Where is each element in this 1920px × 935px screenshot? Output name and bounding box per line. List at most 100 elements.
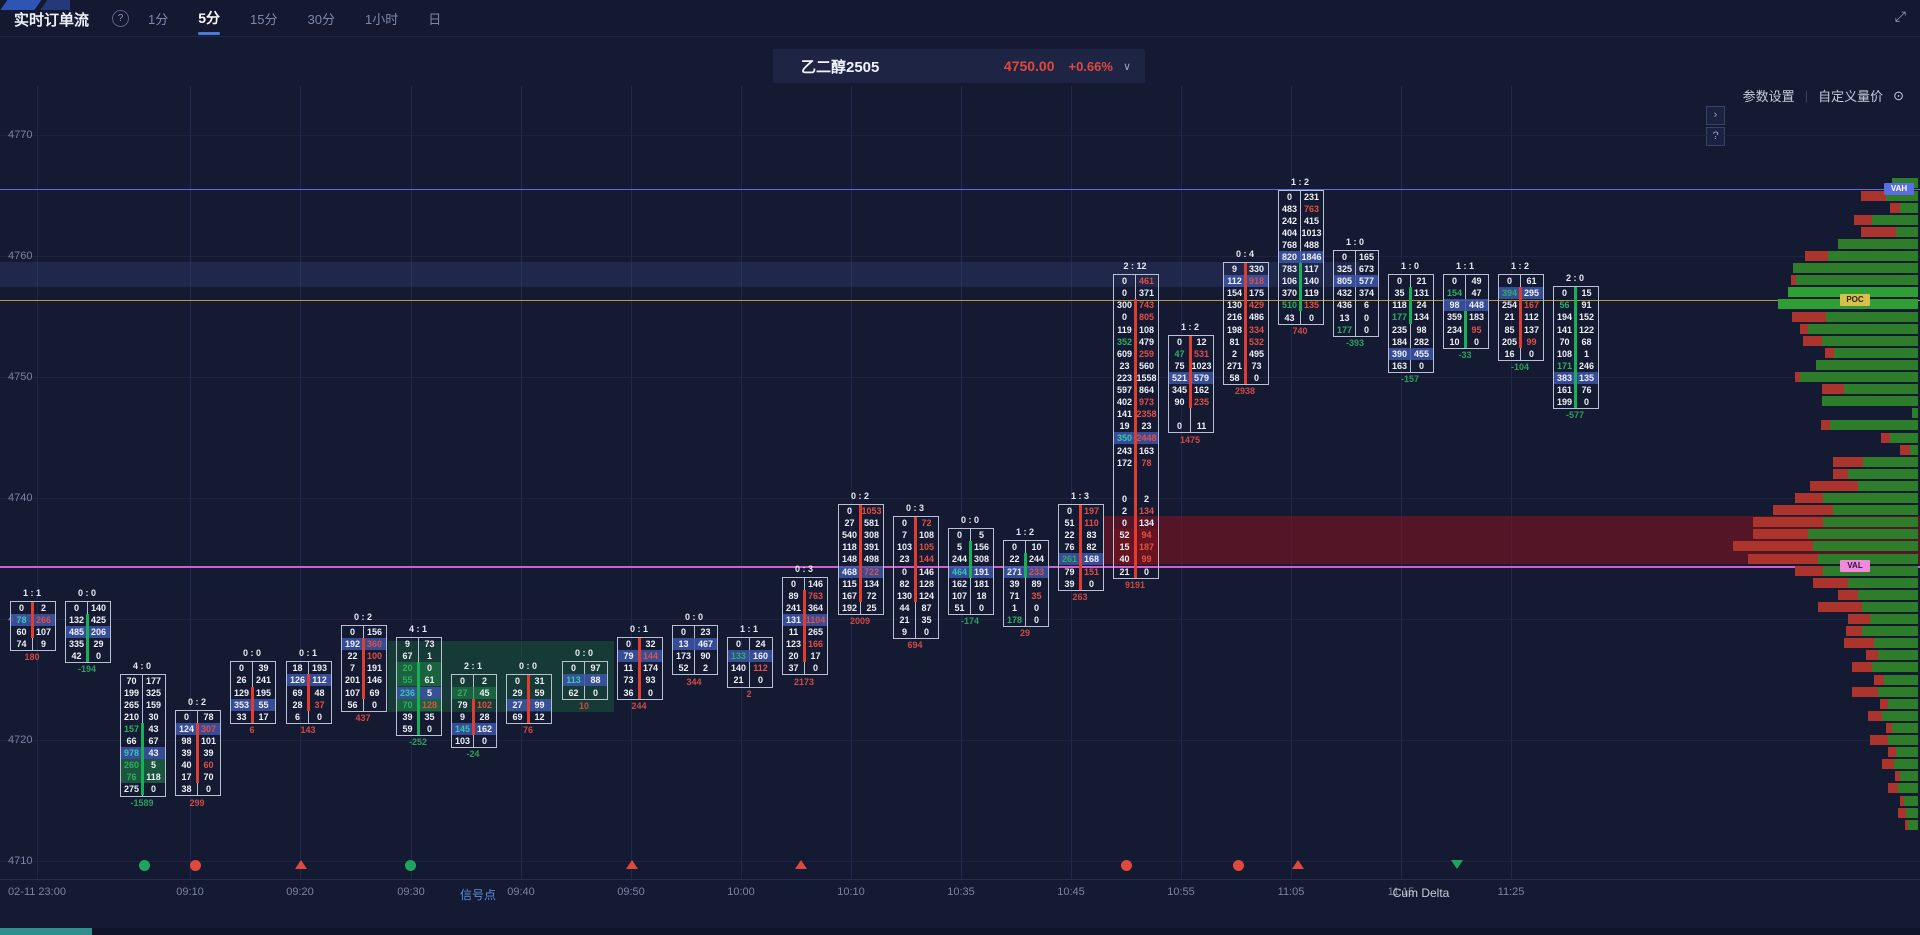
help-icon[interactable]: ? [112,10,129,27]
target-icon[interactable]: ⊙ [1893,87,1904,103]
panel-help-button[interactable]: ? [1706,127,1725,146]
footprint-column[interactable]: 18 193 126 112 69 48 28 37 6 0 [286,661,332,724]
footprint-row: 42 0 [66,650,110,662]
footprint-column[interactable]: 0 156 192 360 22 100 7 191 201 146 107 69 56 0 [341,625,387,712]
footprint-column[interactable]: 0 15 56 91 194 152 141 122 70 68 108 1 171 246 383 135 1… [1553,286,1599,410]
footprint-column[interactable]: 0 197 51 110 22 83 76 82 261 168 79 151 39 0 [1058,504,1104,591]
column-footer-delta: 2009 [849,616,871,626]
settings-button[interactable]: 参数设置 [1742,89,1795,104]
ask-volume-cell: 110 [1084,518,1099,529]
bid-volume-cell: 69 [512,711,523,722]
tab-timeframe-2[interactable]: 15分 [250,11,278,27]
fullscreen-icon[interactable]: ⤢ [1894,8,1906,24]
footprint-row: 44 87 [894,602,938,614]
footprint-column[interactable]: 0 78 124 307 98 101 39 39 40 60 17 70 38 0 [175,709,221,797]
profile-sell-segment [1818,601,1862,612]
footprint-column[interactable]: 70 177 199 325 265 159 210 30 157 43 66 67 978 43 260 5… [120,673,166,797]
ask-volume-cell: 461 [1138,276,1155,287]
ask-volume-cell: 152 [1578,312,1595,323]
collapse-panel-button[interactable]: › [1706,106,1725,125]
footprint-row: 0 156 [342,626,386,638]
footprint-row: 0 1053 [839,505,883,517]
scrollbar-thumb[interactable] [0,928,92,935]
footprint-column[interactable]: 0 10 22 244 271 233 39 89 71 35 1 0 178 0 [1003,540,1049,628]
footprint-column[interactable]: 0 5 5 156 244 308 464 191 162 181 107 18 51 0 [948,528,994,615]
footprint-column[interactable]: 0 72 7 108 103 105 23 144 0 146 82 128 130 124 44 87 21 3… [893,516,939,640]
bid-volume-cell: 783 [1281,264,1298,275]
footprint-row: 352 479 [1114,336,1158,348]
volume-profile-row [0,311,1920,322]
bid-volume-cell: 118 [842,542,857,553]
tab-timeframe-0[interactable]: 1分 [148,11,169,27]
signal-points-label[interactable]: 信号点 [459,888,497,902]
bid-volume-cell: 38 [181,784,192,795]
footprint-column[interactable]: 0 140 132 425 485 206 335 29 42 0 [65,600,111,664]
bid-volume-cell: 353 [233,699,250,710]
footprint-row: 0 32 [618,638,662,650]
bid-volume-cell: 7 [349,663,355,674]
ask-volume-cell: 102 [476,699,493,710]
bid-volume-cell: 5 [956,542,962,553]
footprint-row: 162 181 [949,578,993,590]
bid-volume-cell: 390 [1391,348,1408,359]
footprint-column[interactable]: 0 2 78 266 60 107 74 9 [10,600,56,652]
footprint-row: 157 43 [121,723,165,735]
footprint-column[interactable]: 0 231 483 763 242 415 404 1013 768 488 820 1846 783 1… [1278,189,1324,325]
ask-volume-cell: 72 [921,518,932,529]
footprint-column[interactable]: 9 73 67 1 20 0 55 61 236 5 70 128 39 35 59 0 [396,637,442,736]
footprint-column[interactable]: 0 2 27 45 79 102 9 28 145 162 103 0 [451,673,497,749]
bid-volume-cell: 39 [181,748,192,759]
bid-volume-cell: 359 [1446,312,1463,323]
price-gridline [0,256,1920,257]
footprint-column[interactable]: 0 23 13 467 173 90 52 2 [672,625,718,676]
instrument-selector[interactable]: 乙二醇2505 4750.00 +0.66% ∨ [773,49,1145,83]
chart-scrollbar[interactable] [0,928,1920,935]
bid-volume-cell: 15 [1119,542,1130,553]
footprint-column[interactable]: 0 1053 27 581 540 308 118 391 148 498 468 722 115 134… [838,504,884,615]
footprint-row: 130 429 [1224,299,1268,311]
footprint-column[interactable]: 0 61 394 295 254 167 21 112 85 137 205 99 16 0 [1498,274,1544,361]
bid-volume-cell: 0 [625,639,631,650]
footprint-column[interactable]: 0 49 154 47 98 448 359 183 234 95 10 0 [1443,274,1489,349]
footprint-column[interactable]: 0 31 29 59 27 99 69 12 [506,673,552,724]
bid-volume-cell: 350 [1116,433,1133,444]
footprint-column[interactable]: 0 12 47 531 75 1023 521 579 345 162 90 235 0 11 [1168,334,1214,434]
footprint-column[interactable]: 0 21 35 131 118 24 177 134 235 98 184 282 390 455 163 0 [1388,274,1434,373]
ask-volume-cell: 195 [255,687,272,698]
profile-sell-segment [1800,323,1808,334]
bid-volume-cell: 70 [126,675,137,686]
footprint-row: 432 374 [1334,287,1378,299]
custom-volume-price-button[interactable]: 自定义量价 [1818,89,1884,104]
ask-volume-cell: 282 [1413,336,1430,347]
footprint-column[interactable]: 9 330 112 918 154 175 130 429 216 486 198 334 81 532 2… [1223,262,1269,386]
bid-volume-cell: 234 [1446,324,1463,335]
footprint-row: 132 425 [66,614,110,626]
cum-delta-label[interactable]: Cum Delta [1392,886,1450,900]
footprint-column[interactable]: 0 461 0 371 300 743 0 805 119 108 352 479 609 259 23 56… [1113,274,1159,579]
column-header-ratio: 0 : 2 [353,612,373,623]
delta-candle-bar [1189,335,1192,409]
ask-volume-cell: 743 [1138,300,1155,311]
bid-volume-cell: 81 [1229,336,1240,347]
bid-volume-cell: 404 [1281,227,1298,238]
footprint-row: 205 99 [1499,336,1543,348]
footprint-row: 390 455 [1389,347,1433,360]
footprint-column[interactable]: 0 39 26 241 129 195 353 55 33 17 [230,661,276,724]
footprint-column[interactable]: 0 32 79 144 11 174 73 93 36 0 [617,637,663,700]
footprint-column[interactable]: 0 165 325 673 805 577 432 374 436 6 13 0 177 0 [1333,250,1379,337]
tab-timeframe-4[interactable]: 1小时 [364,11,399,27]
ask-volume-cell: 35 [1031,590,1042,601]
footprint-column[interactable]: 0 97 113 88 62 0 [562,661,608,700]
tab-timeframe-1[interactable]: 5分 [196,0,222,37]
bid-volume-cell: 39 [402,711,413,722]
footprint-column[interactable]: 0 24 133 160 140 112 21 0 [727,637,773,688]
bid-volume-cell: 71 [1009,590,1020,601]
tab-timeframe-5[interactable]: 日 [428,11,442,27]
profile-buy-segment [1828,251,1918,261]
profile-buy-segment [1870,614,1918,624]
bid-volume-cell: 9 [901,627,907,638]
footprint-column[interactable]: 0 146 89 763 241 364 131 1104 11 265 123 166 20 17 37 0 [782,576,828,676]
ask-volume-cell: 532 [1248,336,1265,347]
volume-profile-row [0,396,1920,407]
tab-timeframe-3[interactable]: 30分 [307,11,335,27]
